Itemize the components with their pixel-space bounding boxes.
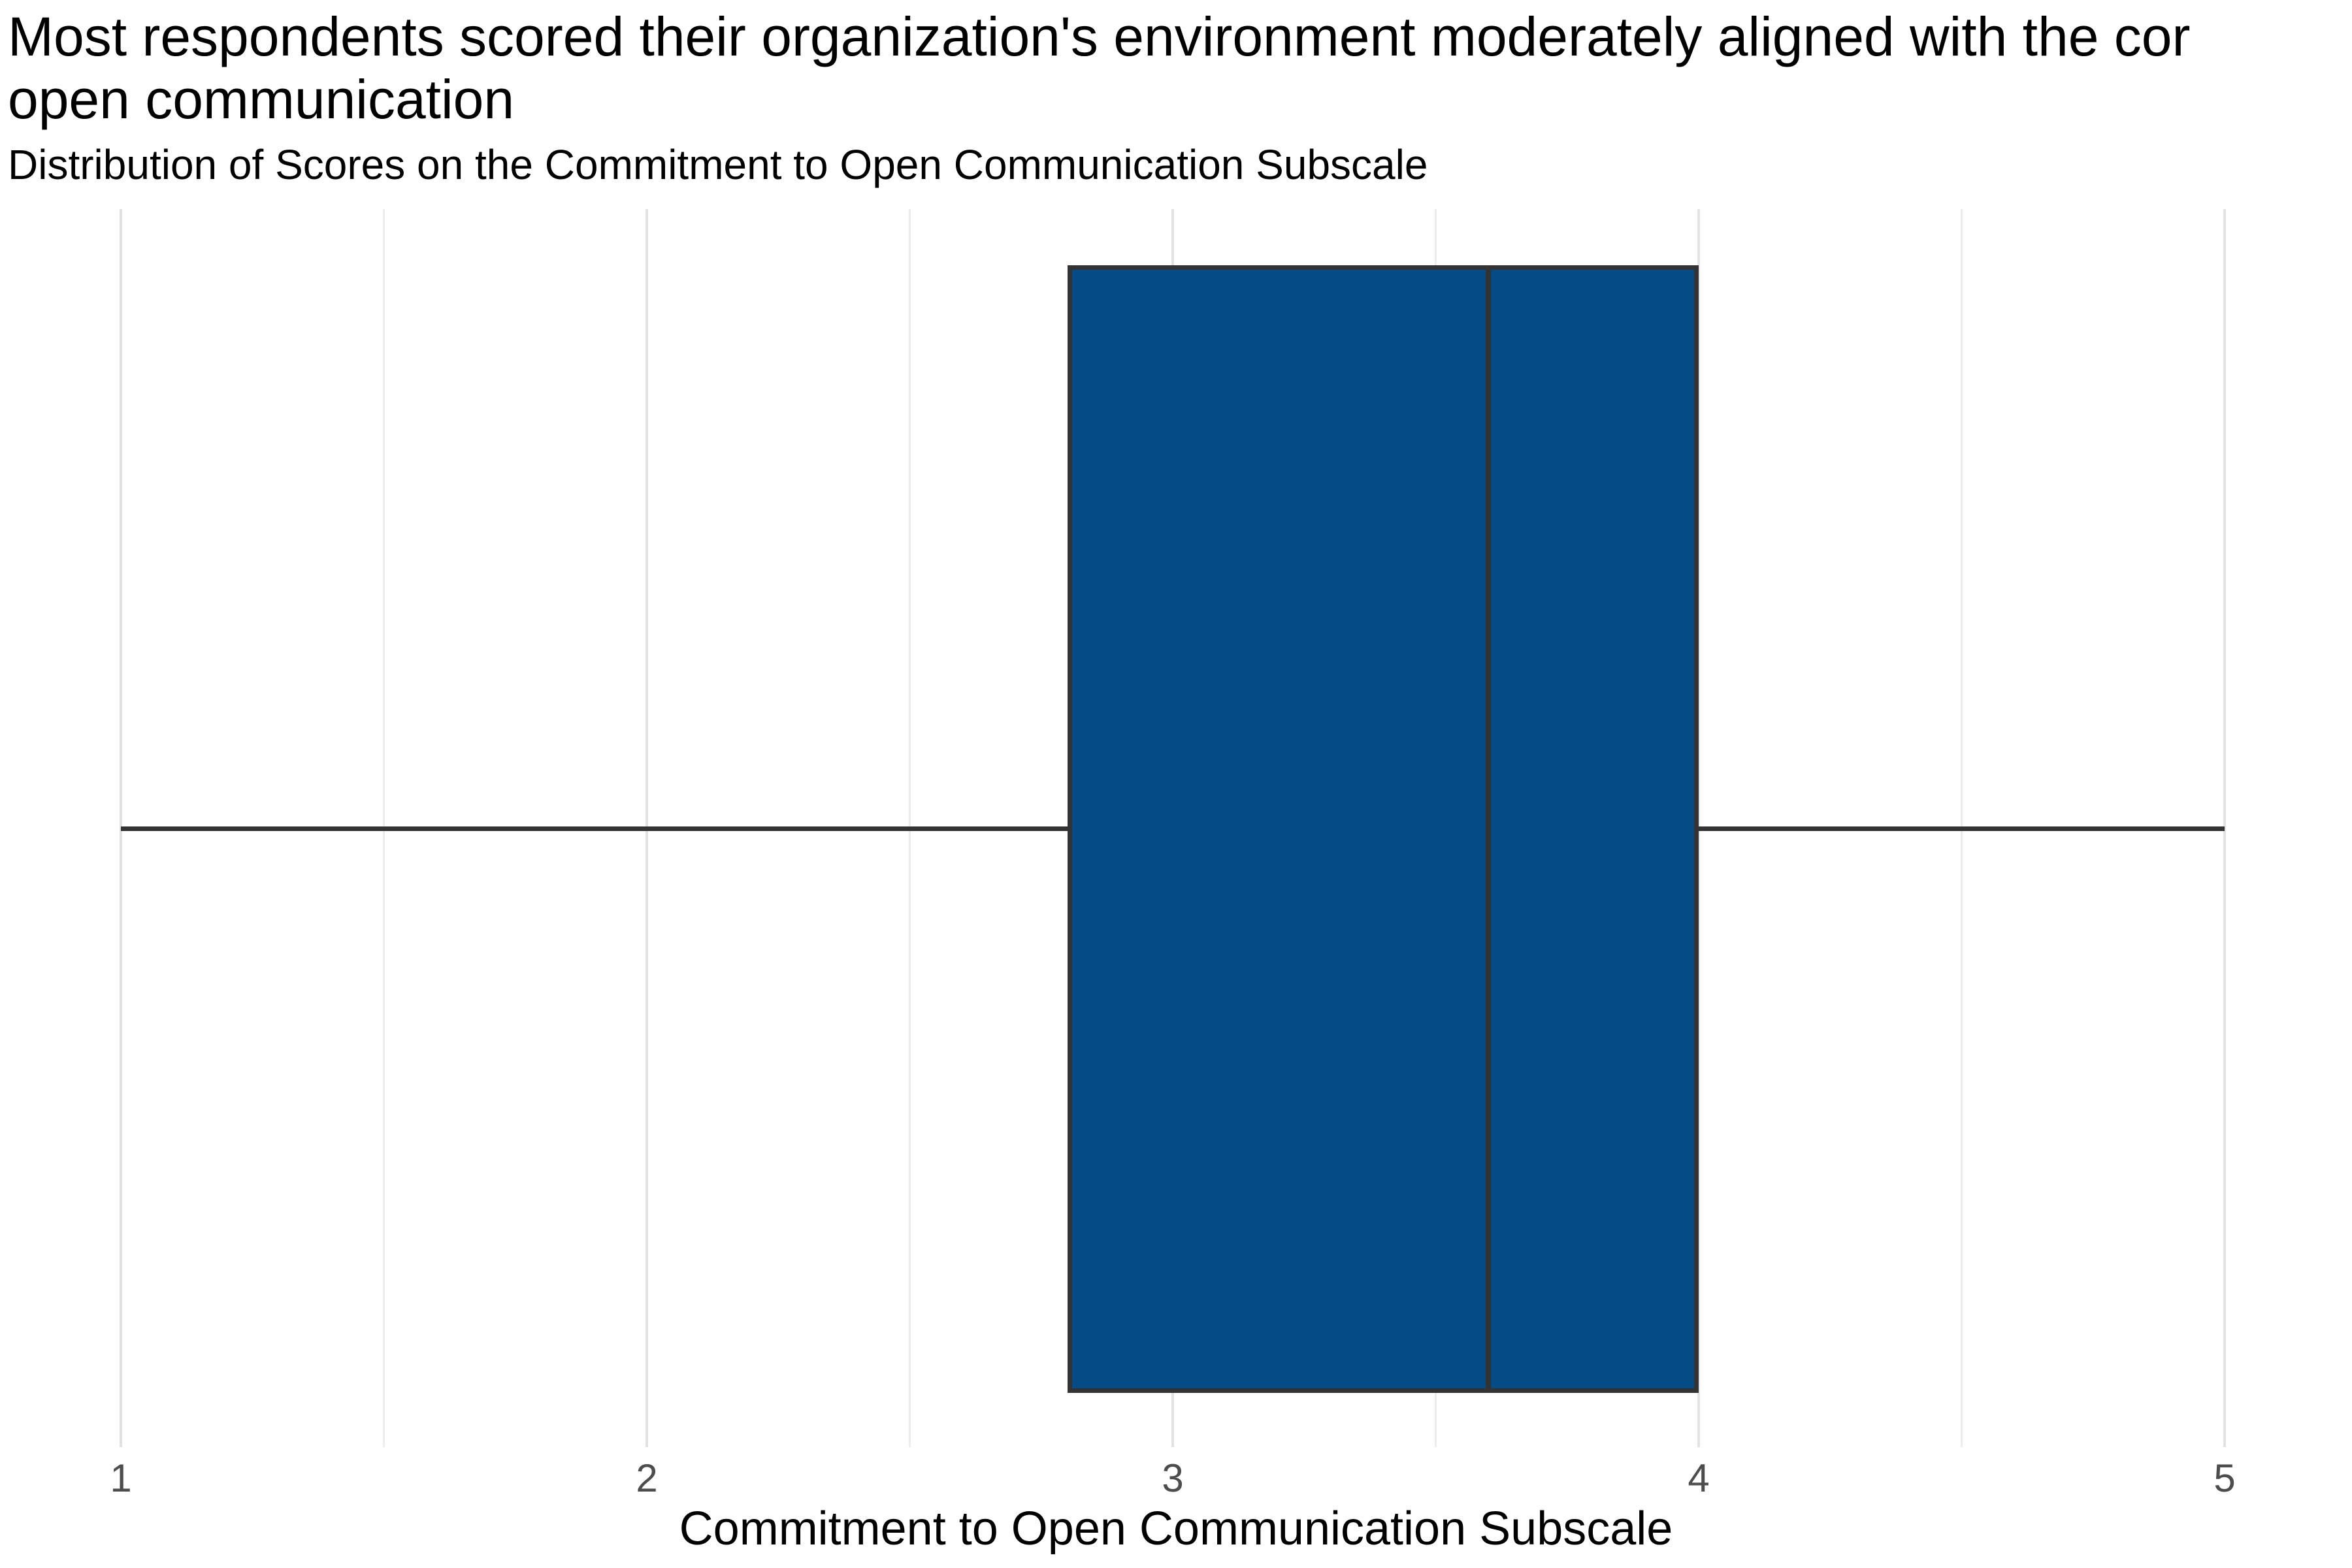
x-tick-label: 4 (1688, 1456, 1710, 1500)
chart-title-line1: Most respondents scored their organizati… (8, 6, 2191, 67)
x-tick-label: 2 (636, 1456, 658, 1500)
x-tick-label: 3 (1162, 1456, 1184, 1500)
chart-title: Most respondents scored their organizati… (8, 5, 2352, 131)
x-axis-title: Commitment to Open Communication Subscal… (679, 1503, 1673, 1555)
x-tick-label: 1 (110, 1456, 132, 1500)
x-tick-label: 5 (2213, 1456, 2236, 1500)
chart-subtitle: Distribution of Scores on the Commitment… (8, 141, 1428, 188)
median-line (1486, 265, 1491, 1393)
box (1068, 265, 1699, 1393)
chart-title-line2: open communication (8, 69, 515, 130)
x-axis-tick-labels: 1 2 3 4 5 (0, 1458, 2352, 1499)
plot-panel (0, 209, 2352, 1447)
gridline-major (2223, 209, 2226, 1447)
